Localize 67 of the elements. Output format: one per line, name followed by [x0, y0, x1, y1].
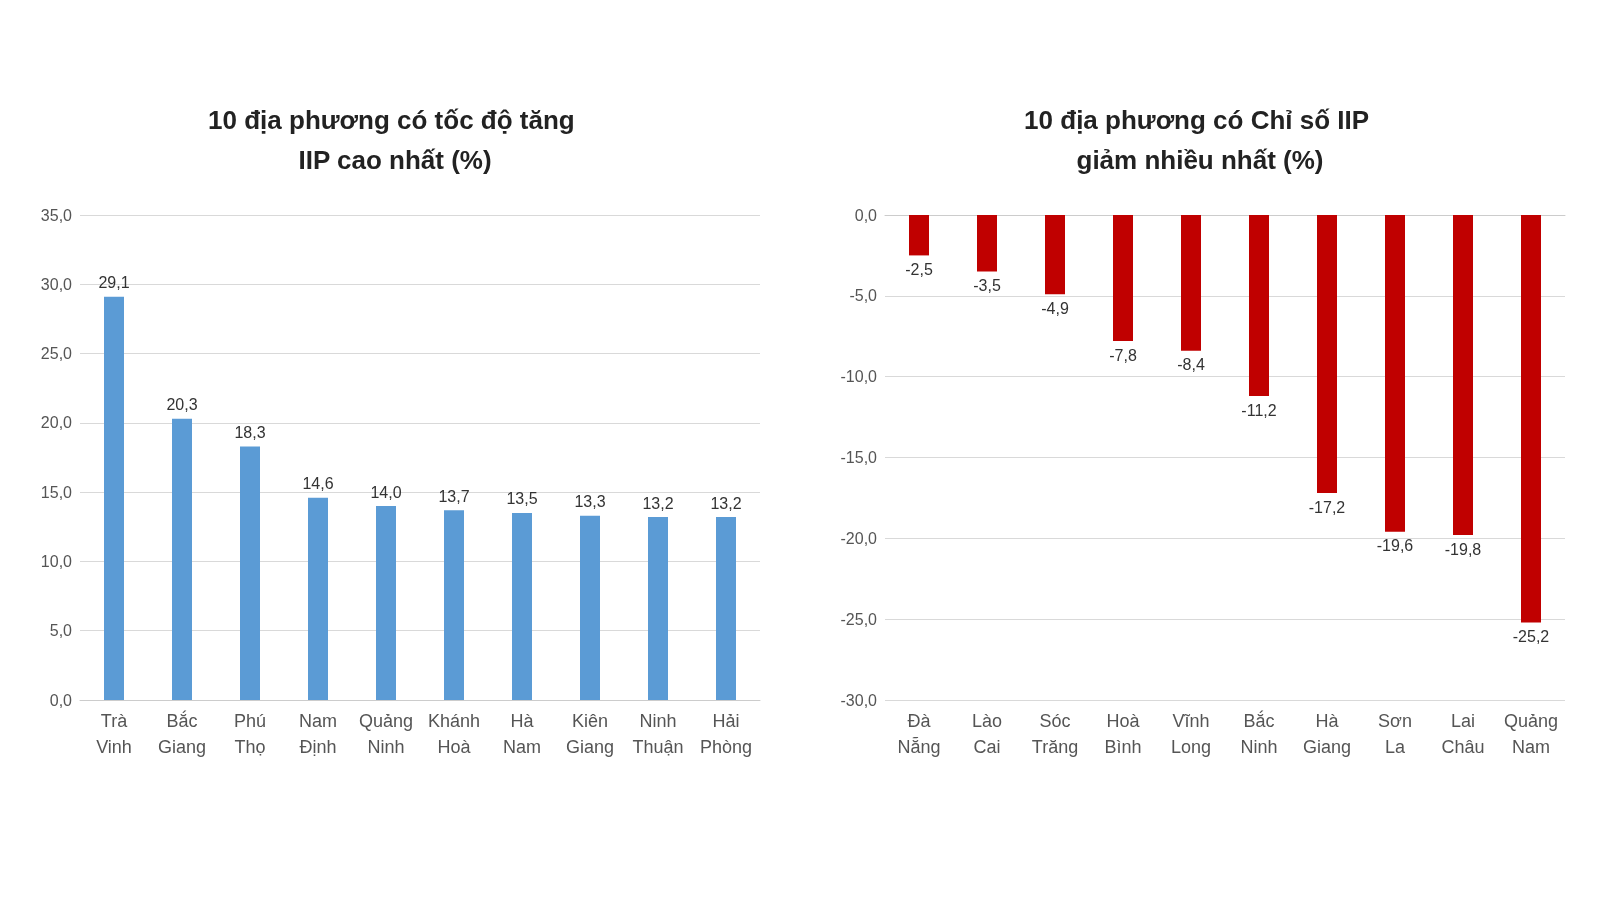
chart-title: 10 địa phương có Chỉ số IIP giảm nhiều nhất (%)	[1024, 105, 1376, 175]
data-label: 13,2	[710, 494, 742, 512]
data-label: -19,8	[1444, 540, 1482, 558]
data-label: -19,6	[1376, 537, 1414, 555]
data-label: -7,8	[1109, 346, 1137, 364]
data-label: 13,3	[574, 493, 606, 511]
bar	[512, 512, 532, 700]
data-label: 13,2	[642, 494, 674, 512]
x-tick-label: Lai Châu	[1441, 711, 1485, 757]
x-tick-label: Bắc Ninh	[1240, 710, 1278, 757]
x-tick-label: Nam Định	[298, 711, 338, 757]
data-label: -11,2	[1241, 401, 1277, 419]
y-tick-label: 20,0	[40, 414, 73, 432]
bar	[648, 517, 668, 700]
data-label: -2,5	[905, 260, 933, 278]
x-tick-label: Khánh Hoà	[427, 711, 481, 757]
x-tick-label: Bắc Giang	[157, 710, 207, 757]
data-label: 18,3	[234, 423, 266, 441]
x-tick-label: Quảng Nam	[1503, 711, 1559, 757]
y-tick-label: 15,0	[40, 483, 73, 501]
y-tick-label: 35,0	[40, 206, 73, 224]
x-tick-label: Đà Nẵng	[897, 711, 941, 757]
y-tick-label: 25,0	[40, 345, 73, 363]
data-label: -4,9	[1041, 299, 1069, 317]
x-tick-label: Ninh Thuận	[632, 711, 684, 757]
data-label: 13,7	[438, 487, 470, 505]
x-tick-label: Sóc Trăng	[1031, 711, 1079, 757]
x-tick-label: Hà Nam	[502, 711, 542, 757]
y-tick-label: 0,0	[854, 206, 878, 224]
bar	[376, 506, 396, 700]
x-tick-label: Hải Phòng	[699, 711, 753, 757]
chart-title: 10 địa phương có tốc độ tăng IIP cao nhất (%)	[208, 105, 582, 175]
data-label: -3,5	[973, 277, 1001, 295]
y-tick-label: 10,0	[40, 552, 73, 570]
x-tick-label: Sơn La	[1378, 711, 1412, 757]
y-tick-label: -15,0	[840, 449, 878, 466]
data-label: 13,5	[506, 490, 538, 508]
y-tick-label: -20,0	[840, 529, 878, 547]
data-label: -25,2	[1512, 627, 1550, 645]
data-label: -17,2	[1308, 498, 1346, 516]
data-label: 29,1	[98, 274, 130, 292]
data-label: 14,0	[370, 483, 402, 501]
x-tick-label: Lào Cai	[971, 711, 1003, 757]
y-tick-label: 5,0	[49, 622, 73, 640]
bar	[580, 515, 600, 700]
bar	[104, 296, 124, 700]
x-tick-label: Quảng Ninh	[358, 711, 414, 757]
bar	[240, 446, 260, 700]
bar	[308, 497, 328, 700]
y-tick-label: -10,0	[840, 368, 878, 386]
bar	[444, 510, 464, 700]
data-label: 14,6	[302, 475, 334, 493]
x-tick-label: Vĩnh Long	[1170, 711, 1212, 757]
y-tick-label: 0,0	[49, 691, 73, 709]
bar	[172, 418, 192, 700]
y-tick-label: -30,0	[840, 691, 878, 709]
y-tick-label: -5,0	[849, 287, 878, 305]
y-tick-label: 30,0	[40, 275, 73, 293]
x-tick-label: Hoà Bình	[1104, 711, 1142, 757]
x-tick-label: Trà Vinh	[96, 711, 132, 757]
x-tick-label: Phú Thọ	[233, 711, 267, 757]
y-tick-label: -25,0	[840, 610, 878, 628]
bar	[716, 517, 736, 700]
x-tick-label: Hà Giang	[1302, 711, 1352, 757]
data-label: 20,3	[166, 396, 198, 414]
x-tick-label: Kiên Giang	[565, 711, 615, 757]
data-label: -8,4	[1177, 356, 1205, 374]
